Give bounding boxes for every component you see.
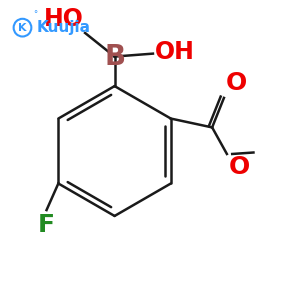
Text: °: °	[33, 10, 37, 19]
Text: O: O	[228, 155, 250, 179]
Text: Kuujia: Kuujia	[37, 20, 91, 35]
Text: K: K	[18, 22, 27, 33]
Text: OH: OH	[154, 40, 194, 64]
Text: B: B	[104, 43, 125, 70]
Text: O: O	[225, 71, 247, 95]
Text: F: F	[38, 213, 55, 237]
Text: HO: HO	[44, 8, 84, 31]
